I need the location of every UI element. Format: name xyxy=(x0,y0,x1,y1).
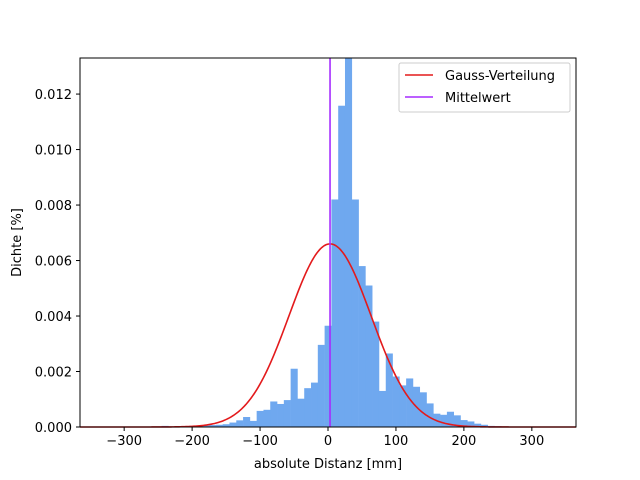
histogram-bar xyxy=(372,321,380,427)
histogram-bar xyxy=(351,199,359,427)
histogram-bar xyxy=(378,390,387,427)
histogram-bar xyxy=(236,420,244,427)
legend-label-mean: Mittelwert xyxy=(445,91,511,106)
histogram-bar xyxy=(385,353,393,427)
histogram-bar xyxy=(358,266,366,427)
histogram-bar xyxy=(283,400,291,427)
histogram-bar xyxy=(446,411,454,427)
x-tick-label: 0 xyxy=(324,434,332,449)
histogram-bar xyxy=(331,199,339,427)
y-tick-label: 0.012 xyxy=(35,88,72,103)
histogram-bar xyxy=(440,414,448,427)
histogram-bar xyxy=(270,401,278,427)
histogram-bars xyxy=(161,58,502,427)
histogram-bar xyxy=(399,385,407,427)
histogram-bar xyxy=(229,422,237,427)
histogram-bar xyxy=(453,415,461,427)
x-tick-label: −300 xyxy=(106,434,142,449)
histogram-bar xyxy=(324,325,332,427)
histogram-bar xyxy=(474,423,482,427)
histogram-bar xyxy=(256,410,264,427)
histogram-bar xyxy=(222,424,230,427)
y-axis-label: Dichte [%] xyxy=(10,208,25,277)
x-axis-ticks: −300 −200 −100 0 100 200 300 xyxy=(106,427,544,449)
x-tick-label: 100 xyxy=(384,434,409,449)
histogram-bar xyxy=(297,398,305,427)
histogram-bar xyxy=(202,425,210,427)
histogram-bar xyxy=(365,285,373,427)
histogram-bar xyxy=(243,417,251,427)
y-tick-label: 0.006 xyxy=(35,255,72,270)
histogram-bar xyxy=(277,403,285,427)
histogram-bar xyxy=(311,382,319,427)
histogram-bar xyxy=(406,378,414,427)
histogram-bar xyxy=(290,368,298,427)
histogram-bar xyxy=(480,424,488,427)
histogram-bar xyxy=(263,409,271,427)
x-tick-label: −200 xyxy=(174,434,210,449)
legend-box xyxy=(398,62,571,113)
histogram-bar xyxy=(338,105,346,427)
histogram-bar xyxy=(209,425,217,427)
y-tick-label: 0.000 xyxy=(35,421,72,436)
histogram-bar xyxy=(304,388,312,427)
histogram-bar xyxy=(426,403,434,427)
y-tick-label: 0.004 xyxy=(35,310,72,325)
y-axis-ticks: 0.000 0.002 0.004 0.006 0.008 0.010 0.012 xyxy=(35,88,80,436)
histogram-bar xyxy=(467,421,475,427)
histogram-bar xyxy=(249,420,257,427)
y-tick-label: 0.002 xyxy=(35,366,72,381)
histogram-bar xyxy=(317,344,325,427)
legend-label-gauss: Gauss-Verteilung xyxy=(445,69,555,84)
y-tick-label: 0.008 xyxy=(35,199,72,214)
x-tick-label: −100 xyxy=(242,434,278,449)
histogram-bar xyxy=(419,392,427,427)
x-tick-label: 300 xyxy=(519,434,544,449)
histogram-bar xyxy=(460,420,468,427)
legend: Gauss-Verteilung Mittelwert xyxy=(398,62,571,113)
histogram-bar xyxy=(392,376,400,427)
histogram-bar xyxy=(344,58,353,427)
y-tick-label: 0.010 xyxy=(35,144,72,159)
x-tick-label: 200 xyxy=(451,434,476,449)
x-axis-label: absolute Distanz [mm] xyxy=(254,457,402,472)
histogram-bar xyxy=(215,424,223,427)
